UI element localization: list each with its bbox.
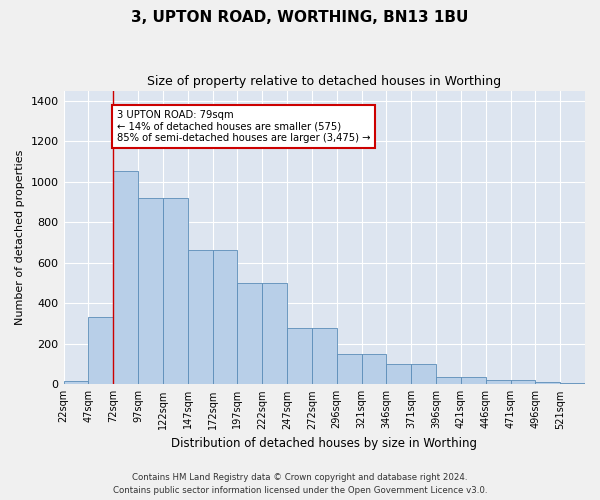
Bar	[238, 283, 262, 384]
Bar	[411, 364, 436, 384]
Bar	[138, 198, 163, 384]
Bar	[362, 354, 386, 384]
Bar	[64, 380, 88, 384]
Bar	[386, 364, 411, 384]
Bar	[485, 380, 511, 384]
Bar	[163, 198, 188, 384]
Bar	[312, 328, 337, 384]
Title: Size of property relative to detached houses in Worthing: Size of property relative to detached ho…	[147, 75, 502, 88]
Bar	[535, 382, 560, 384]
X-axis label: Distribution of detached houses by size in Worthing: Distribution of detached houses by size …	[171, 437, 477, 450]
Bar	[511, 380, 535, 384]
Bar	[212, 250, 238, 384]
Text: Contains HM Land Registry data © Crown copyright and database right 2024.
Contai: Contains HM Land Registry data © Crown c…	[113, 474, 487, 495]
Bar	[287, 328, 312, 384]
Text: 3, UPTON ROAD, WORTHING, BN13 1BU: 3, UPTON ROAD, WORTHING, BN13 1BU	[131, 10, 469, 25]
Text: 3 UPTON ROAD: 79sqm
← 14% of detached houses are smaller (575)
85% of semi-detac: 3 UPTON ROAD: 79sqm ← 14% of detached ho…	[117, 110, 370, 143]
Bar	[337, 354, 362, 384]
Bar	[188, 250, 212, 384]
Bar	[88, 318, 113, 384]
Bar	[436, 376, 461, 384]
Bar	[113, 170, 138, 384]
Y-axis label: Number of detached properties: Number of detached properties	[15, 150, 25, 325]
Bar	[262, 283, 287, 384]
Bar	[461, 376, 485, 384]
